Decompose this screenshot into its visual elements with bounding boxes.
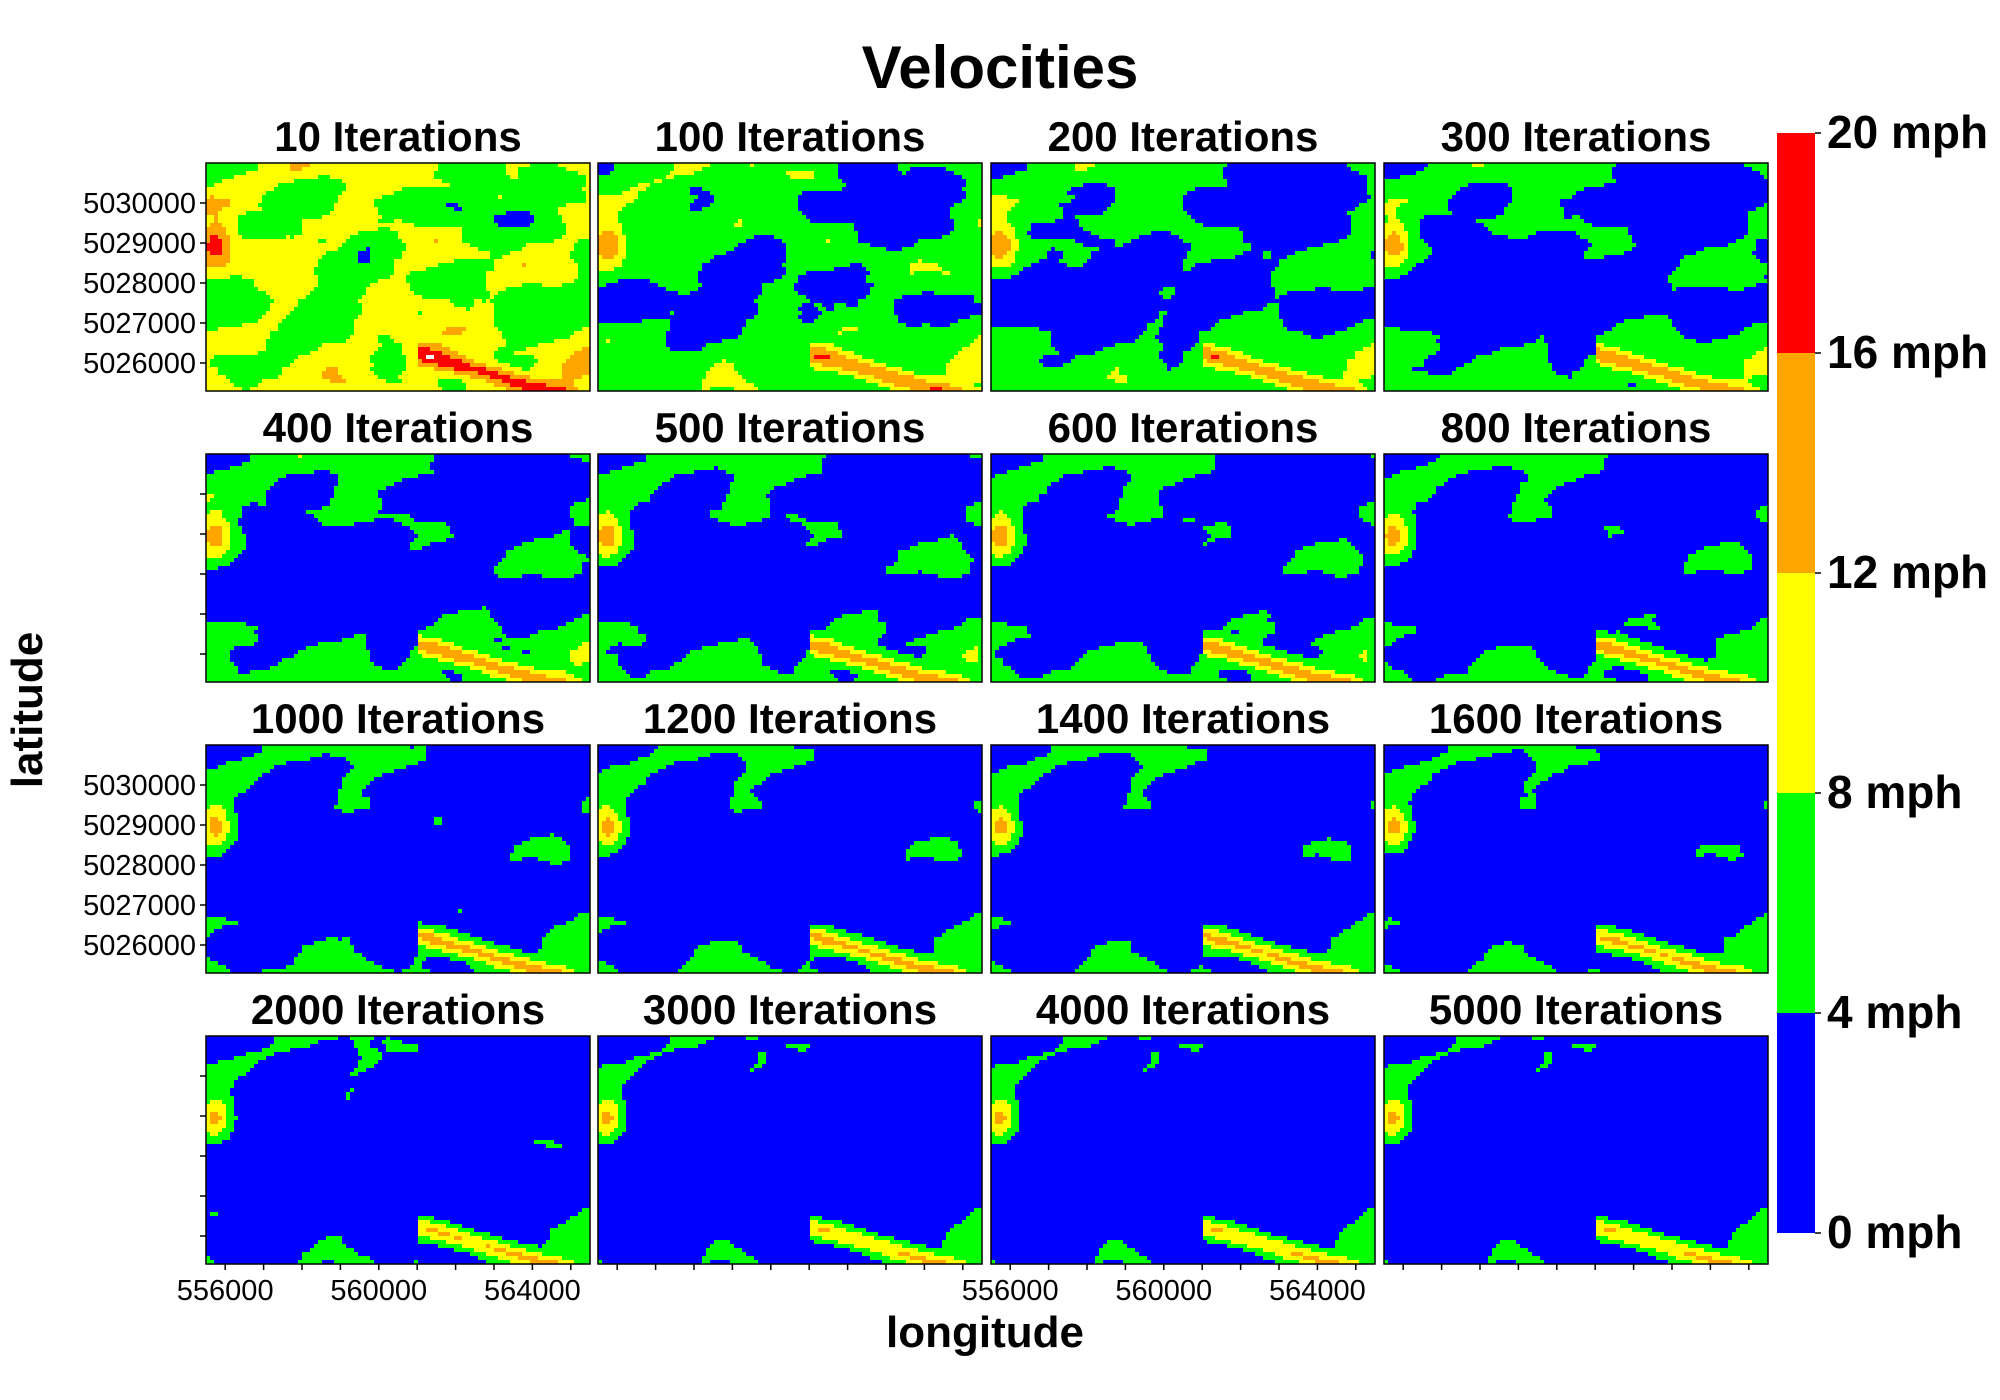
panel-frame <box>1383 453 1769 683</box>
velocity-raster <box>1384 1036 1768 1264</box>
y-axis-label: latitude <box>3 632 52 788</box>
panel-title: 10 Iterations <box>274 113 521 160</box>
x-tick-label: 564000 <box>1269 1275 1366 1307</box>
colorbar-label: 16 mph <box>1827 326 1988 378</box>
velocity-raster <box>598 745 982 973</box>
panel-title: 1200 Iterations <box>643 695 937 742</box>
panel-title: 200 Iterations <box>1048 113 1319 160</box>
velocity-raster <box>991 1036 1375 1264</box>
colorbar-segment <box>1777 133 1815 353</box>
panel-title: 1000 Iterations <box>251 695 545 742</box>
panel-title: 3000 Iterations <box>643 986 937 1033</box>
panel: 1000 Iterations 5026000 5027000 5028000 5029… <box>83 695 591 974</box>
y-tick-label: 5027000 <box>83 308 196 340</box>
y-tick-label: 5029000 <box>83 810 196 842</box>
panel-title: 2000 Iterations <box>251 986 545 1033</box>
velocity-raster <box>1384 163 1768 391</box>
y-tick-label: 5029000 <box>83 228 196 260</box>
panel: 800 Iterations <box>1383 404 1769 683</box>
panel-frame <box>205 744 591 974</box>
panel-frame <box>1383 744 1769 974</box>
y-tick-label: 5027000 <box>83 890 196 922</box>
panel-frame <box>205 162 591 392</box>
panel-title: 1400 Iterations <box>1036 695 1330 742</box>
panel: 300 Iterations <box>1383 113 1769 392</box>
panel: 3000 Iterations <box>597 986 983 1270</box>
colorbar-segment <box>1777 353 1815 573</box>
panel: 200 Iterations <box>990 113 1376 392</box>
colorbar-label: 4 mph <box>1827 986 1962 1038</box>
x-tick-label: 560000 <box>330 1275 427 1307</box>
colorbar-label: 12 mph <box>1827 546 1988 598</box>
panel-frame <box>1383 1035 1769 1265</box>
x-tick-label: 560000 <box>1115 1275 1212 1307</box>
colorbar-label: 0 mph <box>1827 1206 1962 1258</box>
velocity-raster <box>991 454 1375 682</box>
panel-title: 300 Iterations <box>1441 113 1712 160</box>
panel: 10 Iterations 5026000 5027000 5028000 502900… <box>83 113 591 392</box>
x-tick-label: 556000 <box>177 1275 274 1307</box>
panel: 1600 Iterations <box>1383 695 1769 974</box>
panel: 400 Iterations <box>200 404 591 683</box>
panel: 1400 Iterations <box>990 695 1376 974</box>
panel-title: 600 Iterations <box>1048 404 1319 451</box>
panel-frame <box>205 453 591 683</box>
panel-title: 800 Iterations <box>1441 404 1712 451</box>
colorbar-label: 20 mph <box>1827 106 1988 158</box>
velocity-raster <box>1384 745 1768 973</box>
velocity-raster <box>206 163 590 391</box>
panel-frame <box>990 744 1376 974</box>
panel-frame <box>597 744 983 974</box>
y-tick-label: 5030000 <box>83 770 196 802</box>
panel: 2000 Iterations 556000 560000 564000 <box>177 986 591 1307</box>
panel-frame <box>597 453 983 683</box>
panel-frame <box>990 453 1376 683</box>
y-tick-label: 5026000 <box>83 348 196 380</box>
panel-frame <box>990 1035 1376 1265</box>
colorbar-segment <box>1777 1013 1815 1233</box>
y-tick-label: 5030000 <box>83 188 196 220</box>
panel: 5000 Iterations <box>1383 986 1769 1270</box>
colorbar-segment <box>1777 793 1815 1013</box>
y-tick-label: 5028000 <box>83 268 196 300</box>
velocity-raster <box>598 454 982 682</box>
panel-title: 4000 Iterations <box>1036 986 1330 1033</box>
y-tick-label: 5028000 <box>83 850 196 882</box>
colorbar: 0 mph 4 mph 8 mph 12 mph 16 mph 20 mph <box>1777 106 1988 1258</box>
panel: 1200 Iterations <box>597 695 983 974</box>
velocity-raster <box>598 163 982 391</box>
panel-title: 500 Iterations <box>655 404 926 451</box>
panel-frame <box>1383 162 1769 392</box>
velocity-raster <box>206 745 590 973</box>
panel-frame <box>597 1035 983 1265</box>
panel-frame <box>205 1035 591 1265</box>
velocity-raster <box>206 454 590 682</box>
y-tick-label: 5026000 <box>83 930 196 962</box>
panel: 600 Iterations <box>990 404 1376 683</box>
velocity-raster <box>206 1036 590 1264</box>
panel: 4000 Iterations 556000 560000 564000 <box>962 986 1376 1307</box>
panel-title: 5000 Iterations <box>1429 986 1723 1033</box>
chart-title: Velocities <box>862 34 1139 101</box>
colorbar-label: 8 mph <box>1827 766 1962 818</box>
x-axis-label: longitude <box>886 1308 1084 1357</box>
panel-title: 400 Iterations <box>263 404 534 451</box>
panel: 500 Iterations <box>597 404 983 683</box>
velocity-raster <box>598 1036 982 1264</box>
panel-frame <box>990 162 1376 392</box>
x-tick-label: 556000 <box>962 1275 1059 1307</box>
panel: 100 Iterations <box>597 113 983 392</box>
velocity-raster <box>991 745 1375 973</box>
panel-title: 1600 Iterations <box>1429 695 1723 742</box>
velocity-raster <box>991 163 1375 391</box>
panel-grid: 10 Iterations 5026000 5027000 5028000 502900… <box>83 113 1769 1307</box>
velocity-raster <box>1384 454 1768 682</box>
colorbar-segment <box>1777 573 1815 793</box>
panel-frame <box>597 162 983 392</box>
panel-title: 100 Iterations <box>655 113 926 160</box>
x-tick-label: 564000 <box>484 1275 581 1307</box>
